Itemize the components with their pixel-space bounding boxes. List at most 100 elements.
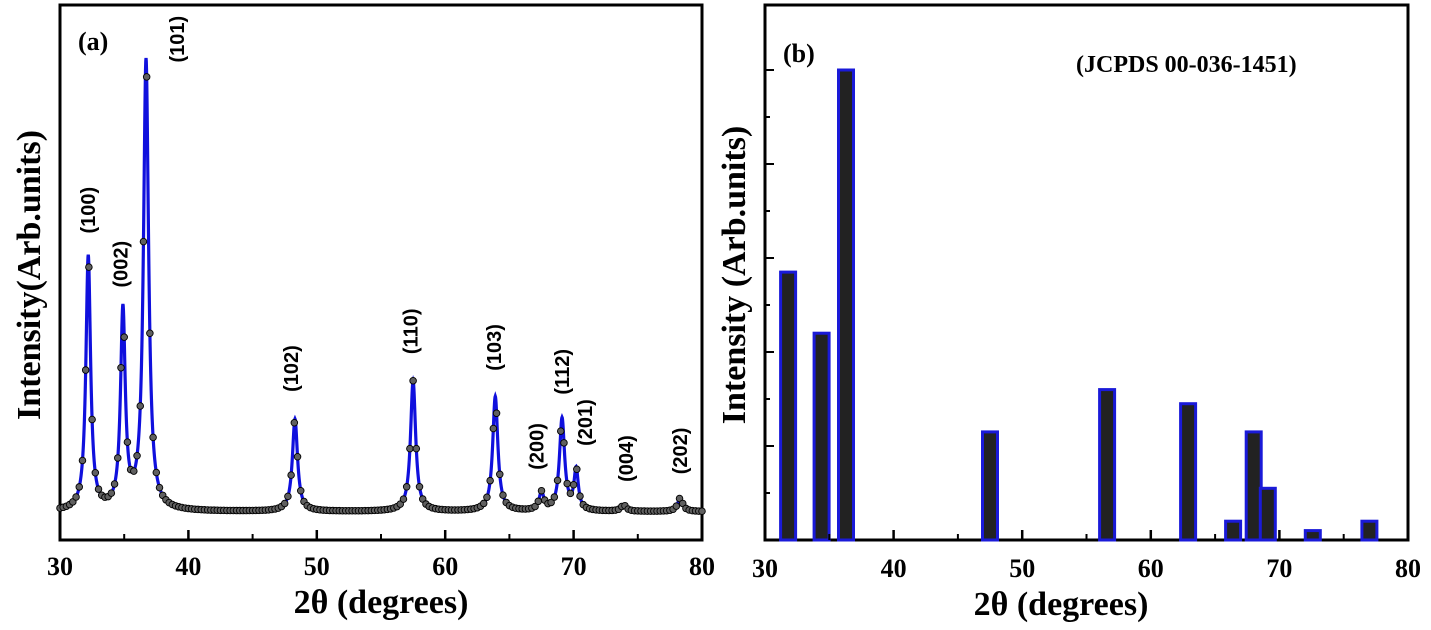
panel-a-data-point (399, 495, 408, 503)
panel-b-bar (1258, 486, 1277, 542)
panel-b-bar (837, 68, 855, 542)
panel-a-data-point (114, 454, 122, 462)
panel-b-bar (1303, 529, 1322, 542)
panel-a-data-point (489, 424, 498, 433)
panel-a-data-point (155, 483, 164, 492)
panel-a-peak-label: (200) (526, 423, 548, 470)
panel-a-data-point (72, 493, 80, 501)
panel-a-peak-labels: (100) (002) (101) (102) (110) (103) (200) (112)… (78, 16, 692, 482)
panel-a-peak-label: (004) (616, 435, 638, 482)
panel-b-bar-group (779, 68, 1379, 542)
panel-b-x-tick-label: 40 (881, 554, 907, 583)
panel-b-bar (1224, 519, 1243, 542)
panel-a-data-point (402, 483, 411, 491)
panel-a-peak-label: (201) (575, 399, 597, 446)
panel-b-plot-frame (763, 3, 1410, 542)
panel-a-data-point (560, 439, 568, 447)
panel-a-data-point (287, 471, 295, 479)
panel-a-x-ticks: 30 40 50 60 70 80 (47, 530, 715, 581)
panel-b-y-ticks (765, 69, 774, 494)
panel-a-x-axis-label: 2θ (degrees) (294, 584, 469, 621)
panel-a-peak-label: (102) (281, 345, 303, 392)
panel-a-data-point (547, 498, 555, 507)
panel-a-data-point (117, 364, 125, 372)
panel-a-x-tick-label: 70 (561, 552, 587, 581)
panel-a-data-point (563, 479, 571, 488)
panel-a-curve-group (56, 57, 706, 515)
panel-b-bar (1098, 388, 1117, 542)
panel-b-reference-label: (JCPDS 00-036-1451) (1076, 52, 1297, 78)
panel-a-data-point (412, 444, 421, 453)
panel-a-data-point (553, 476, 562, 485)
panel-a-data-point (81, 366, 90, 374)
panel-a-data-point (146, 329, 154, 337)
panel-b-bar (1179, 402, 1198, 542)
panel-a-data-point (499, 491, 507, 499)
panel-a-data-point (492, 409, 501, 417)
panel-a-data-point (483, 493, 491, 502)
panel-a-peak-label: (101) (167, 16, 189, 63)
panel-a-data-point (496, 470, 504, 479)
panel-a-x-tick-label: 60 (432, 552, 458, 581)
panel-a-y-axis-label: Intensity(Arb.units) (11, 130, 48, 420)
panel-a-xrd-pattern: 30 40 50 60 70 80 (100)(002)(101)(102)(110) (1… (11, 3, 715, 621)
panel-a-data-point (120, 333, 128, 341)
panel-a-peak-label: (103) (484, 324, 506, 371)
panel-a-data-point (557, 427, 565, 435)
panel-a-peak-label: (202) (670, 428, 692, 475)
panel-b-bar (1360, 519, 1379, 542)
panel-a-data-point (409, 376, 417, 385)
panel-a-peak-label: (100) (78, 187, 100, 234)
panel-a-data-point (534, 497, 543, 506)
panel-a-x-tick-label: 40 (175, 552, 201, 581)
panel-a-peak-label: (002) (110, 241, 132, 288)
panel-a-data-point (280, 499, 289, 508)
panel-a-x-tick-label: 30 (47, 552, 73, 581)
panel-b-x-axis-label: 2θ (degrees) (974, 586, 1149, 623)
panel-a-data-point (406, 444, 414, 453)
panel-a-data-point (75, 483, 84, 491)
panel-b-label: (b) (783, 39, 815, 68)
panel-b-x-tick-label: 70 (1266, 554, 1292, 583)
panel-a-data-point (297, 487, 305, 495)
panel-a-data-point (698, 507, 706, 515)
panel-a-data-point (130, 467, 138, 475)
panel-b-x-tick-label: 30 (752, 554, 778, 583)
panel-a-data-point (479, 499, 488, 508)
panel-a-x-tick-label: 50 (304, 552, 330, 581)
panel-a-data-point (550, 493, 559, 501)
panel-a-data-point (91, 469, 100, 477)
panel-a-data-point (569, 481, 578, 489)
panel-b-bar (779, 270, 798, 542)
panel-a-data-point (85, 263, 93, 271)
panel-b-bar (1244, 430, 1263, 542)
panel-a-data-point (136, 402, 144, 410)
panel-a-data-point (78, 456, 87, 465)
panel-a-label: (a) (78, 27, 108, 56)
panel-a-data-point (142, 73, 151, 81)
panel-a-data-point (576, 492, 584, 500)
panel-a-data-point (139, 237, 148, 246)
panel-b-x-ticks: 30 40 50 60 70 80 (752, 530, 1421, 583)
panel-b-jcpds-reference: 30 40 50 60 70 80 (b) (JCPDS 00-036-1451) 2θ … (716, 3, 1421, 623)
panel-a-data-point (573, 465, 581, 473)
panel-a-data-point (566, 489, 575, 498)
panel-a-xrd-line (59, 57, 703, 513)
panel-a-data-point (149, 433, 157, 442)
panel-b-x-tick-label: 50 (1009, 554, 1035, 583)
panel-a-data-point (284, 492, 292, 501)
panel-a-data-point (94, 485, 103, 493)
panel-a-data-point (88, 415, 96, 424)
panel-a-data-point (110, 480, 119, 488)
panel-a-data-point (415, 483, 424, 491)
panel-b-bar (812, 331, 831, 542)
panel-a-data-point (293, 452, 302, 461)
panel-a-data-point (123, 438, 132, 446)
panel-b-y-axis-label: Intensity (Arb.units) (716, 126, 753, 424)
panel-a-data-point (107, 489, 116, 497)
panel-a-data-point (290, 419, 299, 427)
panel-b-bar (981, 430, 999, 542)
panel-b-x-tick-label: 80 (1395, 554, 1421, 583)
panel-a-data-point (672, 502, 681, 510)
